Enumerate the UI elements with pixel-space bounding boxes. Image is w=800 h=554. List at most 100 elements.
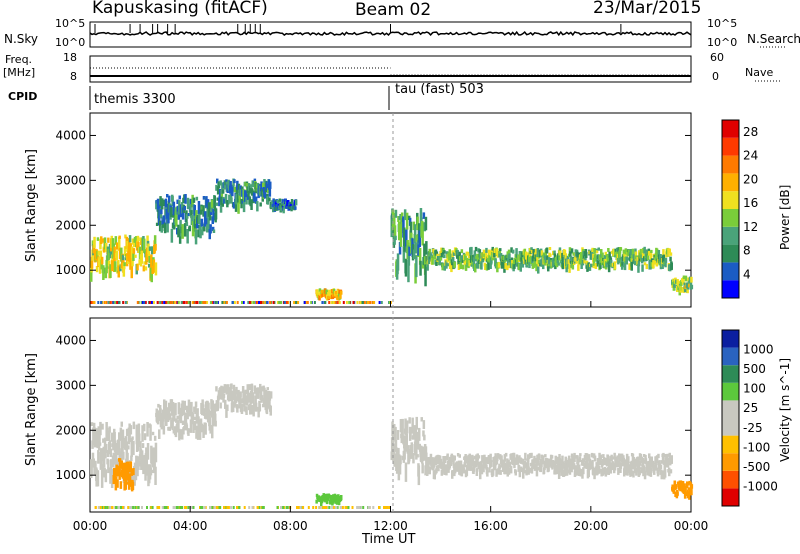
data-cell: [234, 391, 237, 403]
data-cell: [669, 252, 673, 256]
ground-cell: [191, 506, 194, 509]
data-cell: [670, 262, 673, 270]
data-cell: [448, 464, 451, 468]
data-cell: [145, 247, 149, 262]
data-cell: [139, 237, 142, 241]
data-cell: [393, 225, 397, 238]
data-cell: [257, 406, 260, 418]
data-cell: [512, 452, 516, 461]
x-ticks: 00:00 04:00 08:00 12:00 16:00 20:00 00:00: [73, 301, 708, 533]
data-cell: [661, 263, 664, 269]
ground-cell: [356, 506, 359, 509]
data-cell: [612, 248, 615, 256]
data-cell: [394, 209, 398, 218]
data-cell: [666, 459, 670, 468]
ground-cell: [114, 301, 117, 304]
data-cell: [533, 455, 536, 462]
data-cell: [557, 467, 560, 474]
data-cell: [514, 254, 517, 263]
data-cell: [593, 248, 596, 254]
data-cell: [244, 192, 248, 200]
data-cell: [632, 457, 636, 466]
ground-cell: [360, 301, 363, 304]
data-cell: [585, 453, 589, 462]
data-cell: [132, 253, 135, 261]
data-cell: [112, 475, 115, 485]
freq-panel: [89, 55, 692, 83]
data-cell: [402, 216, 405, 238]
data-cell: [218, 195, 221, 205]
data-cell: [425, 241, 428, 255]
data-cell: [528, 468, 531, 474]
data-cell: [637, 263, 640, 273]
ground-cell: [357, 506, 360, 509]
ground-cell: [211, 506, 214, 509]
data-cell: [433, 470, 436, 480]
data-cell: [613, 261, 617, 270]
x-tick-label: 16:00: [473, 519, 508, 533]
data-cell: [150, 267, 153, 283]
data-cell: [119, 462, 122, 469]
ground-cell: [165, 506, 167, 509]
data-cell: [209, 210, 213, 215]
data-cell: [420, 417, 423, 422]
data-cell: [460, 468, 464, 477]
data-cell: [569, 251, 572, 257]
ground-cell: [373, 301, 376, 304]
data-cell: [544, 256, 548, 263]
data-cell: [390, 437, 394, 455]
data-cell: [501, 259, 504, 266]
data-cell: [443, 470, 446, 475]
data-cell: [498, 248, 502, 254]
data-cell: [137, 423, 141, 436]
data-cell: [203, 412, 207, 419]
data-cell: [221, 182, 224, 194]
data-cell: [236, 180, 239, 191]
data-cell: [680, 279, 683, 286]
data-cell: [147, 249, 151, 258]
data-cell: [164, 198, 168, 211]
data-cell: [624, 256, 627, 264]
data-cell: [175, 418, 178, 423]
colorbar-segment: [722, 382, 739, 401]
data-cell: [426, 468, 429, 476]
data-cell: [582, 467, 585, 475]
ground-cell: [97, 506, 100, 509]
data-cell: [172, 429, 176, 434]
ground-cell: [223, 506, 225, 509]
data-cell: [118, 247, 122, 260]
data-cell: [215, 386, 218, 392]
data-cell: [211, 425, 214, 439]
data-cell: [517, 464, 521, 469]
colorbar-segment: [722, 155, 739, 174]
data-cell: [628, 263, 631, 270]
ground-cell: [258, 301, 260, 304]
data-cell: [557, 470, 561, 479]
data-cell: [208, 229, 211, 240]
ground-cell: [122, 301, 125, 304]
data-cell: [161, 198, 164, 210]
data-cell: [163, 408, 167, 420]
ground-cell: [285, 301, 288, 304]
data-cell: [92, 427, 95, 446]
data-cell: [427, 251, 430, 260]
data-cell: [259, 388, 263, 396]
data-cell: [602, 454, 605, 458]
data-cell: [457, 460, 461, 468]
data-cell: [101, 238, 104, 243]
data-cell: [484, 457, 488, 464]
data-cell: [265, 181, 269, 191]
data-cell: [653, 257, 657, 265]
ground-cell: [313, 301, 316, 304]
ground-cell: [177, 301, 180, 304]
data-cell: [143, 433, 147, 441]
data-cell: [536, 248, 540, 257]
data-cell: [98, 260, 102, 274]
data-cell: [271, 200, 274, 206]
data-cell: [222, 393, 226, 398]
data-cell: [539, 259, 542, 264]
data-cell: [648, 453, 651, 459]
y-tick-label: 1000: [55, 468, 86, 482]
data-cell: [154, 243, 157, 251]
data-cell: [418, 427, 421, 441]
